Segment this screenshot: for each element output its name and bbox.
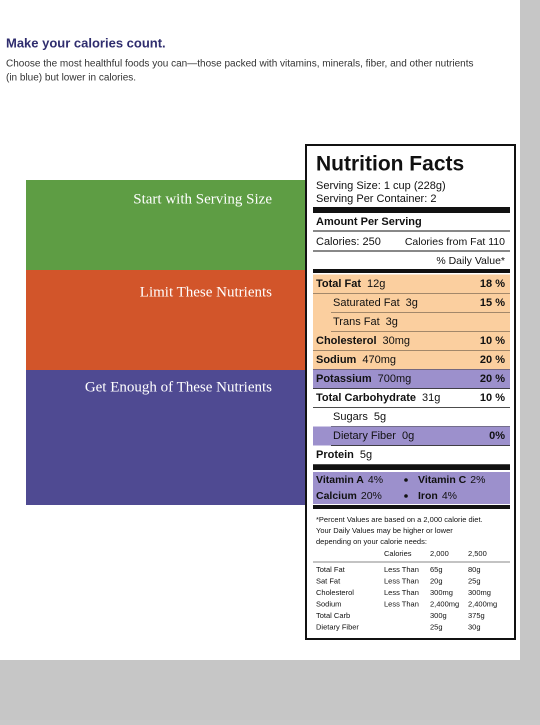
nutrient-amount: 30mg [383,335,411,347]
band-label: Get Enough of These Nutrients [85,379,272,395]
vitamin-name: Vitamin A [316,474,364,486]
nutrient-dv: 10 % [480,335,505,347]
fn-limit: Less Than [384,565,419,574]
fn-2500: 2,400mg [468,599,497,608]
nutrient-name: Dietary Fiber [333,430,396,442]
thick-rule [313,465,510,470]
nutrient-name: Total Carbohydrate [316,392,416,404]
row-bg [313,312,510,332]
band-label: Start with Serving Size [133,191,272,207]
fn-2000: 20g [430,576,443,585]
vitamin-value: 2% [470,474,485,486]
fn-2500: 80g [468,565,481,574]
bullet [404,478,408,482]
calories-from-fat: Calories from Fat 110 [405,236,505,248]
nutrient-dv: 18 % [480,278,505,290]
nutrition-label [305,144,516,640]
calories: Calories: 250 [316,236,381,248]
row-bg [313,472,510,488]
fn-limit: Less Than [384,588,419,597]
row-bg [313,488,510,504]
thick-rule [313,505,510,509]
nutrient-dv: 20 % [480,373,505,385]
vitamin-name: Iron [418,490,438,502]
footnote: *Percent Values are based on a 2,000 cal… [316,515,483,524]
fn-2500: 30g [468,622,481,631]
nutrient-name: Trans Fat [333,316,380,328]
nutrient-name: Saturated Fat [333,297,400,309]
vitamin-value: 4% [442,490,457,502]
nutrient-amount: 31g [422,392,440,404]
fn-2000: 300g [430,611,447,620]
fn-nutrient: Total Fat [316,565,346,574]
band-label: Limit These Nutrients [140,284,272,300]
row-bg [313,350,510,370]
row-bg [313,331,510,351]
footnote-col: Calories [384,549,412,558]
fn-nutrient: Sat Fat [316,576,341,585]
band-green [26,180,305,270]
nutrient-amount: 5g [360,449,372,461]
servings: Serving Per Container: 2 [316,193,436,205]
band-purple [26,370,305,505]
amount-per-serving: Amount Per Serving [316,216,422,228]
fn-2500: 25g [468,576,481,585]
fn-limit: Less Than [384,599,419,608]
fn-limit: Less Than [384,576,419,585]
footnote-col: 2,000 [430,549,449,558]
nutrient-dv: 20 % [480,354,505,366]
vitamin-name: Vitamin C [418,474,467,486]
row-bg [313,293,510,313]
fn-2000: 65g [430,565,443,574]
heading: Make your calories count. [6,35,166,50]
vitamin-value: 4% [368,474,383,486]
thick-rule [313,269,510,273]
nutrient-amount: 700mg [378,373,412,385]
fn-2500: 375g [468,611,485,620]
nutrient-name: Sugars [333,411,368,423]
row-bg [313,274,510,294]
nutrient-name: Potassium [316,373,372,385]
vitamin-name: Calcium [316,490,357,502]
dv-header: % Daily Value* [436,255,505,267]
nutrient-amount: 0g [402,430,414,442]
nutrient-name: Sodium [316,354,357,366]
nutrient-amount: 5g [374,411,386,423]
fn-nutrient: Sodium [316,599,341,608]
row-bg [313,426,510,446]
bullet [404,494,408,498]
fn-2500: 300mg [468,588,491,597]
fn-2000: 2,400mg [430,599,459,608]
fn-2000: 25g [430,622,443,631]
footnote: Your Daily Values may be higher or lower [316,526,453,535]
row-bg [313,369,510,389]
footnote: depending on your calorie needs: [316,537,427,546]
nutrient-dv: 0% [489,430,505,442]
nutrient-amount: 470mg [362,354,396,366]
intro: Choose the most healthful foods you can—… [6,59,473,70]
nutrient-amount: 12g [367,278,385,290]
nutrient-name: Cholesterol [316,335,377,347]
nutrient-dv: 15 % [480,297,505,309]
fn-2000: 300mg [430,588,453,597]
nutrient-amount: 3g [406,297,418,309]
nutrient-dv: 10 % [480,392,505,404]
fn-nutrient: Total Carb [316,611,350,620]
nutrient-amount: 3g [386,316,398,328]
band-orange [26,270,305,370]
thick-rule [313,207,510,213]
nutrient-name: Total Fat [316,278,361,290]
label-title: Nutrition Facts [316,153,464,176]
vitamin-value: 20% [361,490,382,502]
intro: (in blue) but lower in calories. [6,73,136,84]
nutrient-name: Protein [316,449,354,461]
fn-nutrient: Cholesterol [316,588,354,597]
footnote-col: 2,500 [468,549,487,558]
serving-size: Serving Size: 1 cup (228g) [316,180,446,192]
fn-nutrient: Dietary Fiber [316,622,359,631]
